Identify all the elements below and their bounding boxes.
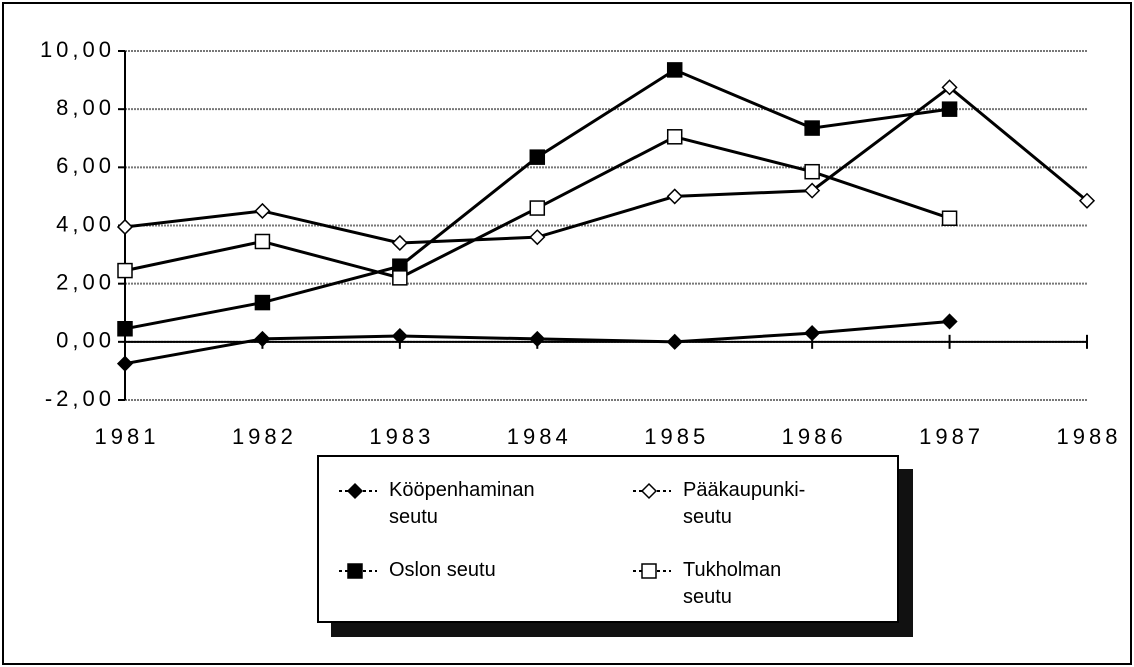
marker [254, 294, 271, 311]
marker [666, 333, 683, 350]
x-tick-label: 1987 [919, 424, 984, 449]
marker [117, 320, 133, 337]
marker [641, 563, 657, 579]
y-tick-label: -2,00 [45, 386, 115, 411]
marker [1078, 192, 1096, 209]
legend-label: Oslon seutu [389, 559, 496, 581]
marker [804, 120, 820, 136]
x-tick-label: 1985 [644, 424, 709, 449]
marker [529, 149, 546, 165]
marker [804, 325, 821, 342]
marker [804, 182, 821, 199]
y-tick-label: 10,00 [40, 37, 115, 62]
marker [391, 234, 408, 252]
marker [529, 229, 546, 246]
legend-label: Tukholman seutu [683, 559, 782, 608]
y-tick-label: 2,00 [56, 269, 115, 294]
y-tick-label: 4,00 [56, 211, 115, 236]
marker [254, 330, 271, 347]
x-tick-label: 1982 [232, 424, 297, 449]
legend-label: Pääkaupunki-seutu [683, 479, 806, 528]
legend-item: Oslon seutu [337, 557, 539, 584]
legend-item: Tukholman seutu [631, 557, 833, 611]
y-tick-label: 6,00 [56, 153, 115, 178]
marker [941, 210, 958, 226]
marker [666, 188, 683, 205]
marker [666, 129, 683, 145]
x-tick-label: 1983 [369, 424, 434, 449]
marker [254, 202, 271, 220]
legend: Kööpenhaminan seutu Pääkaupunki-seutu Oslo… [317, 455, 899, 623]
marker [254, 233, 271, 250]
y-tick-label: 8,00 [56, 95, 115, 120]
marker [941, 313, 958, 330]
marker [347, 563, 363, 579]
legend-label: Kööpenhaminan seutu [389, 479, 535, 528]
marker [529, 330, 546, 347]
marker [941, 101, 958, 117]
legend-symbol [633, 563, 671, 579]
marker [640, 482, 658, 500]
marker [391, 327, 408, 345]
marker [941, 79, 958, 96]
x-tick-label: 1986 [782, 424, 847, 449]
marker [116, 218, 134, 236]
marker [392, 270, 408, 286]
y-tick-label: 0,00 [56, 328, 115, 353]
legend-symbol [339, 482, 377, 500]
legend-item: Kööpenhaminan seutu [337, 477, 539, 531]
legend-item: Pääkaupunki-seutu [631, 477, 833, 531]
marker [116, 355, 134, 372]
marker [117, 262, 133, 279]
legend-symbol [633, 482, 671, 500]
legend-symbol [339, 563, 377, 579]
marker [529, 200, 546, 216]
marker [346, 482, 364, 500]
marker [666, 62, 683, 78]
x-tick-label: 1984 [507, 424, 572, 449]
marker [804, 163, 820, 180]
x-tick-label: 1988 [1057, 424, 1122, 449]
series-line [124, 85, 1088, 245]
x-tick-label: 1981 [95, 424, 160, 449]
